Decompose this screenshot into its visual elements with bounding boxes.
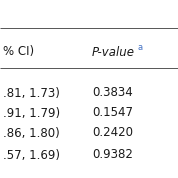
Text: 0.9382: 0.9382 — [92, 148, 133, 161]
Text: % CI): % CI) — [3, 46, 34, 59]
Text: P-value: P-value — [92, 46, 135, 59]
Text: .91, 1.79): .91, 1.79) — [3, 106, 60, 119]
Text: 0.2420: 0.2420 — [92, 127, 133, 140]
Text: .86, 1.80): .86, 1.80) — [3, 127, 60, 140]
Text: 0.1547: 0.1547 — [92, 106, 133, 119]
Text: 0.3834: 0.3834 — [92, 87, 133, 100]
Text: a: a — [138, 43, 143, 51]
Text: .81, 1.73): .81, 1.73) — [3, 87, 60, 100]
Text: .57, 1.69): .57, 1.69) — [3, 148, 60, 161]
